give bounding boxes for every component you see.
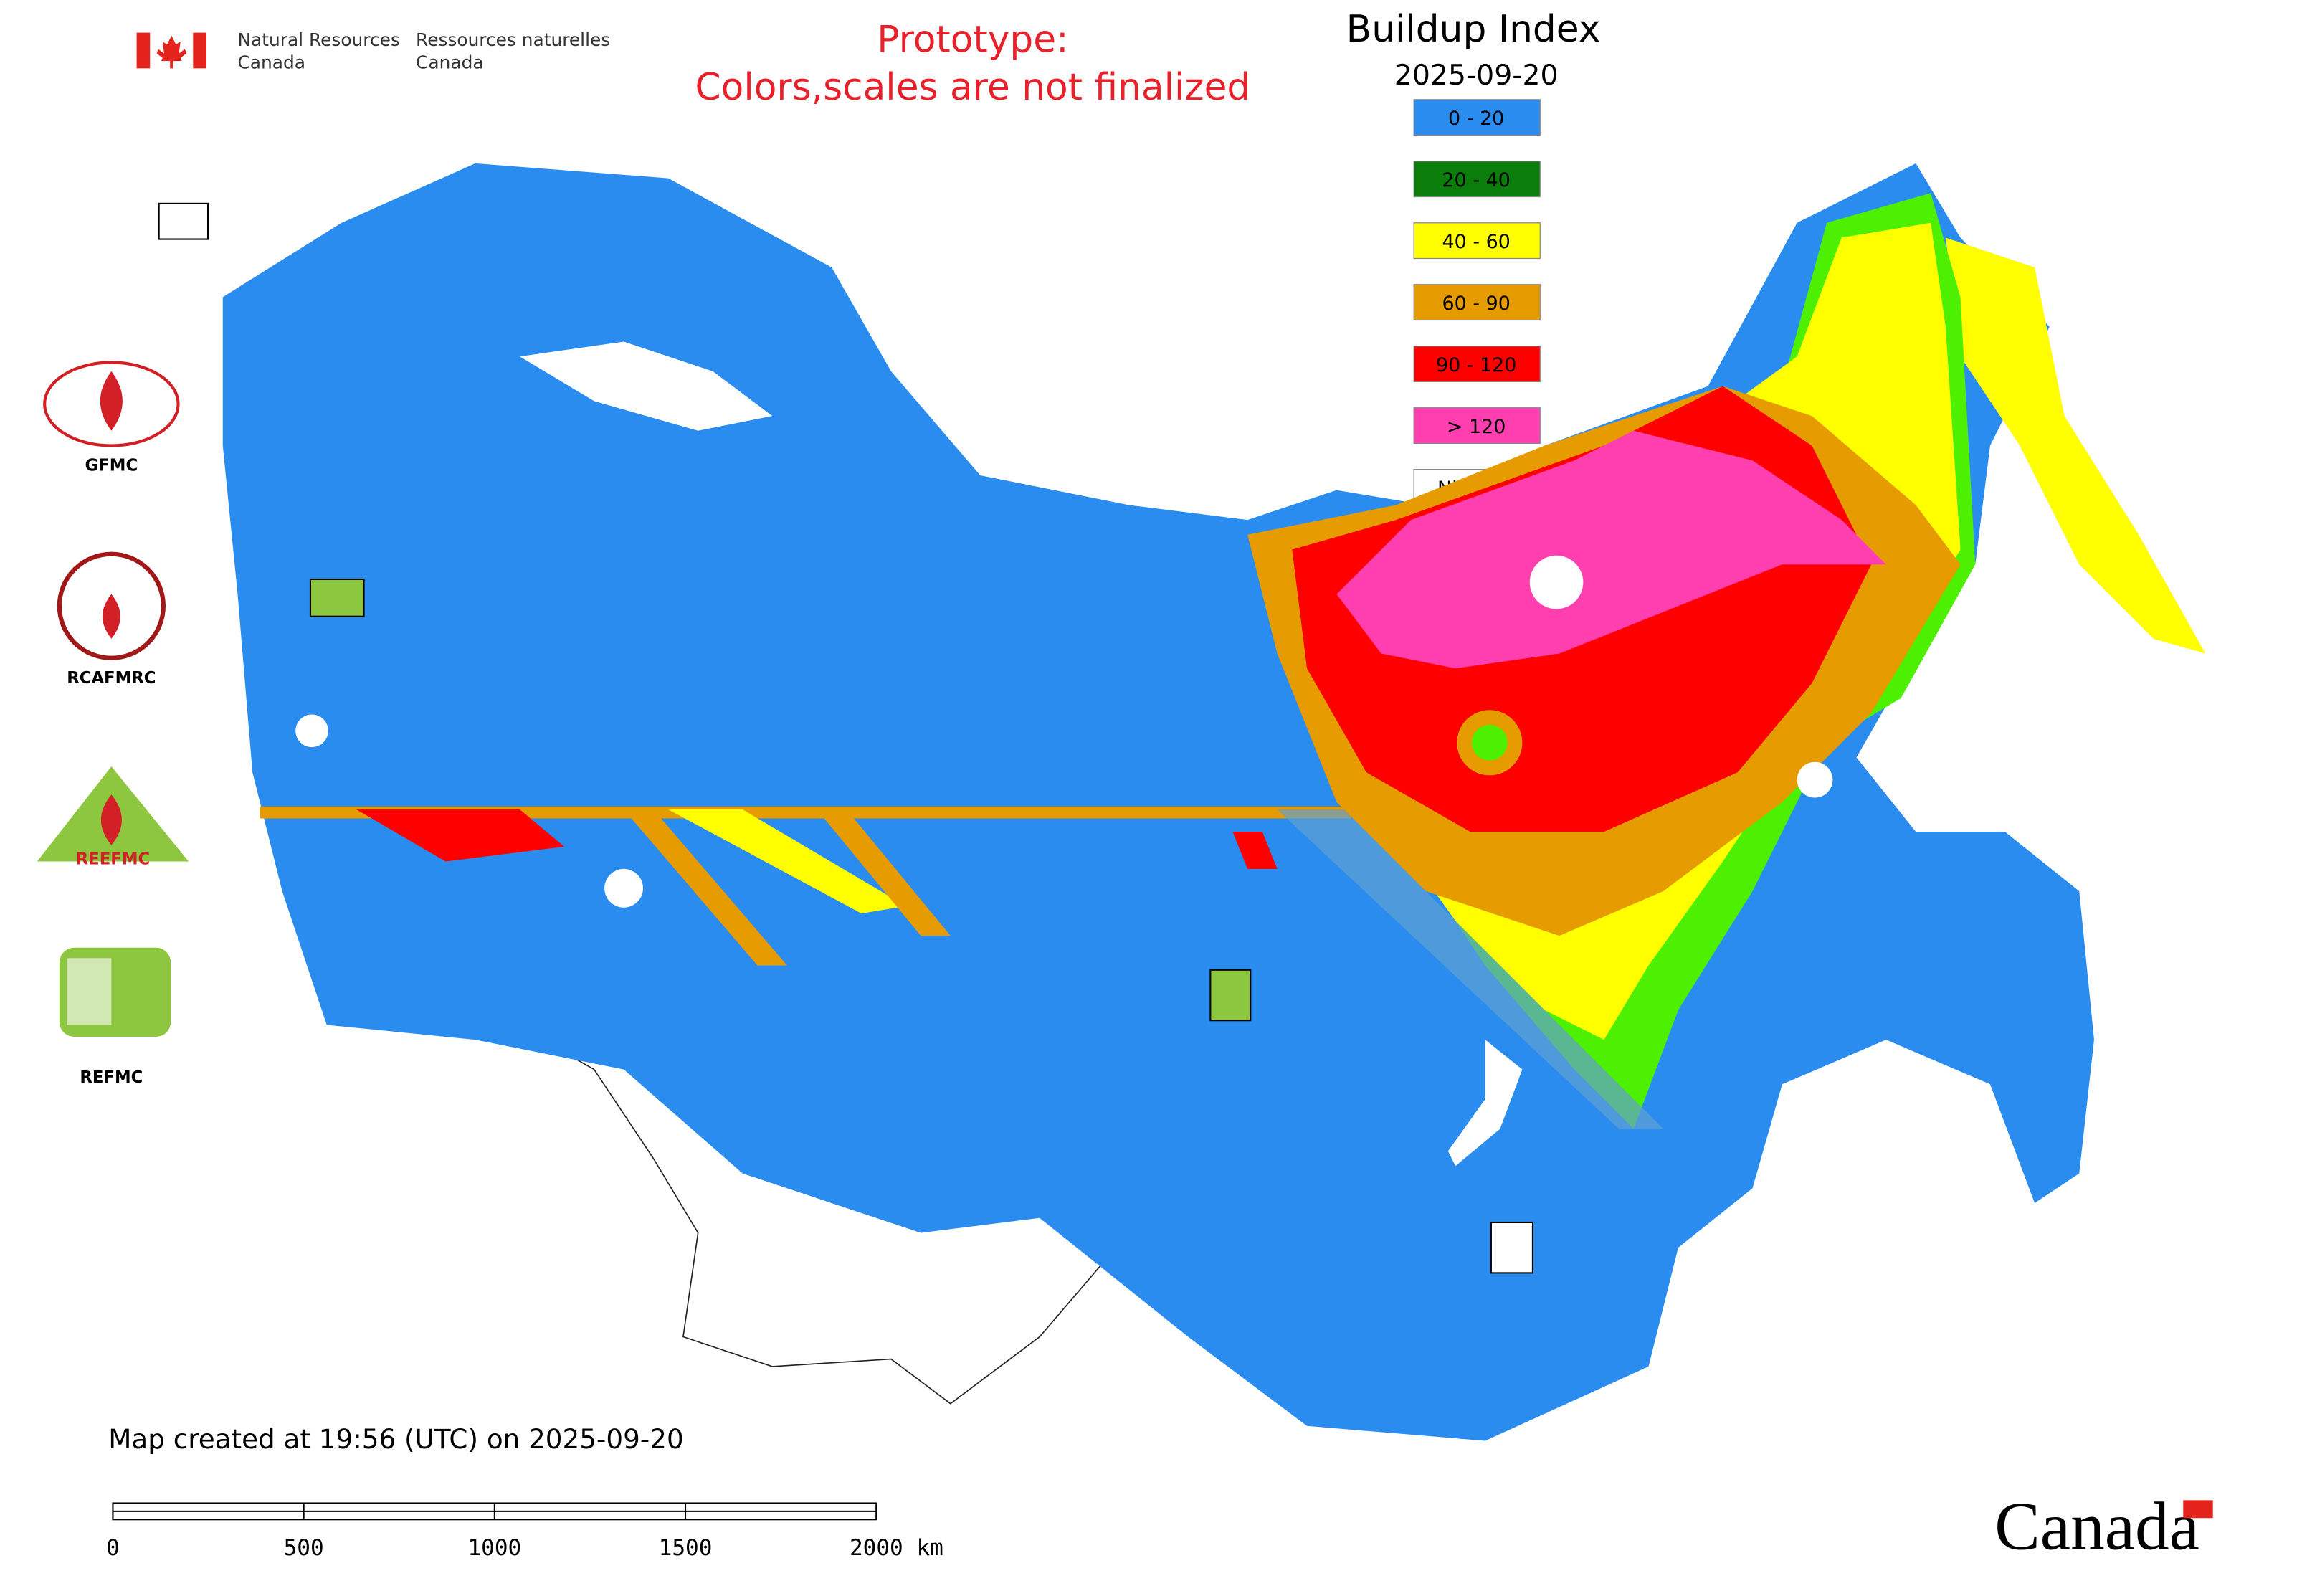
logo-marker (309, 578, 365, 617)
region-fill (624, 809, 787, 966)
legend-label: > 120 (1447, 416, 1506, 438)
flag-bar (193, 32, 206, 69)
logo-wordmark: REEFMC (76, 850, 151, 869)
region-fill (260, 806, 1352, 819)
legend-label: 40 - 60 (1442, 231, 1511, 253)
map (222, 163, 2206, 1441)
region-fill (1232, 832, 1278, 869)
map-title: Buildup Index (1346, 8, 1601, 51)
lake (1447, 1040, 1523, 1167)
legend-label: 90 - 120 (1436, 354, 1516, 376)
scale-bar: 0 500 1000 1500 2000 km (106, 1502, 943, 1561)
legend-label: 0 - 20 (1448, 108, 1504, 130)
notice: Colors,scales are not finalized (695, 66, 1251, 109)
canada-wordmark: Canada (1994, 1488, 2199, 1564)
legend-label: 20 - 40 (1442, 169, 1511, 191)
legend-swatch (1413, 222, 1541, 260)
agency-signature: Natural Resources Canada Ressources natu… (136, 29, 610, 72)
region-fill (1945, 237, 2206, 654)
logo-marker (1209, 969, 1252, 1022)
logos: GFMC RCAFMRC REEFMC REFMC (37, 202, 1533, 1274)
region-fill (817, 809, 951, 936)
lake (604, 868, 644, 908)
legend-swatch (1413, 346, 1541, 383)
lake (1797, 761, 1833, 798)
map-date: 2025-09-20 (1394, 59, 1559, 92)
scale-label: 500 (284, 1535, 324, 1561)
logo-label: REFMC (80, 1068, 143, 1087)
region-fill (1471, 724, 1508, 761)
wordmark-flag (2183, 1500, 2213, 1519)
legend-swatch (1413, 161, 1541, 198)
region-fill (668, 809, 906, 914)
legend-swatch (1413, 99, 1541, 136)
scale-label: 1000 (467, 1535, 521, 1561)
lake (1529, 555, 1584, 609)
region-fill (356, 809, 565, 862)
legend-label: 60 - 90 (1442, 293, 1511, 315)
scale-label: 2000 km (850, 1535, 943, 1561)
agency-en: Natural Resources (237, 29, 399, 50)
logo-marker (158, 202, 209, 240)
logo-flame (102, 594, 120, 639)
maple-leaf (156, 35, 186, 69)
logo-flame (100, 794, 122, 845)
notice: Prototype: (877, 19, 1068, 62)
logo-label: RCAFMRC (67, 669, 156, 688)
scale-label: 1500 (659, 1535, 713, 1561)
logo-flame (100, 371, 123, 431)
legend-swatch (1413, 284, 1541, 321)
agency-fr: Ressources naturelles (416, 29, 610, 50)
region-fill (1336, 430, 1886, 669)
logo-gfmc (43, 361, 180, 447)
lake (295, 714, 328, 748)
sea (520, 341, 773, 431)
footer-note: Map created at 19:56 (UTC) on 2025-09-20 (108, 1423, 683, 1455)
legend-swatch (1413, 407, 1541, 445)
logo-marker (1490, 1221, 1533, 1274)
region-fill (1277, 809, 1664, 1129)
agency-en: Canada (237, 52, 305, 72)
flag-bar (136, 32, 151, 69)
logo-stripes (67, 958, 112, 1025)
scale-label: 0 (106, 1535, 120, 1561)
agency-fr: Canada (416, 52, 484, 72)
logo-label: GFMC (85, 457, 138, 475)
